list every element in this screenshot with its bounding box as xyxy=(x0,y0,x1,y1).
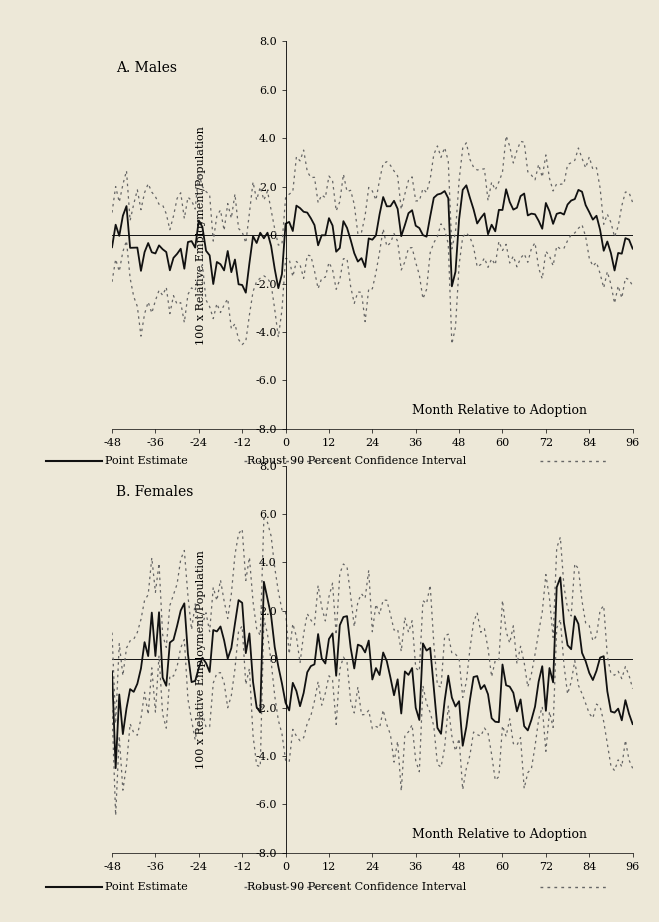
Text: A. Males: A. Males xyxy=(115,61,177,75)
Text: Point Estimate: Point Estimate xyxy=(105,456,188,466)
Y-axis label: 100 x Relative Employment/Population: 100 x Relative Employment/Population xyxy=(196,550,206,769)
Text: Month Relative to Adoption: Month Relative to Adoption xyxy=(412,828,587,841)
Text: B. Females: B. Females xyxy=(115,485,193,499)
Text: Month Relative to Adoption: Month Relative to Adoption xyxy=(412,404,587,417)
Text: Robust 90 Percent Confidence Interval: Robust 90 Percent Confidence Interval xyxy=(247,882,467,892)
Text: Robust 90 Percent Confidence Interval: Robust 90 Percent Confidence Interval xyxy=(247,456,467,466)
Text: Point Estimate: Point Estimate xyxy=(105,882,188,892)
Y-axis label: 100 x Relative Employment/Population: 100 x Relative Employment/Population xyxy=(196,125,206,345)
